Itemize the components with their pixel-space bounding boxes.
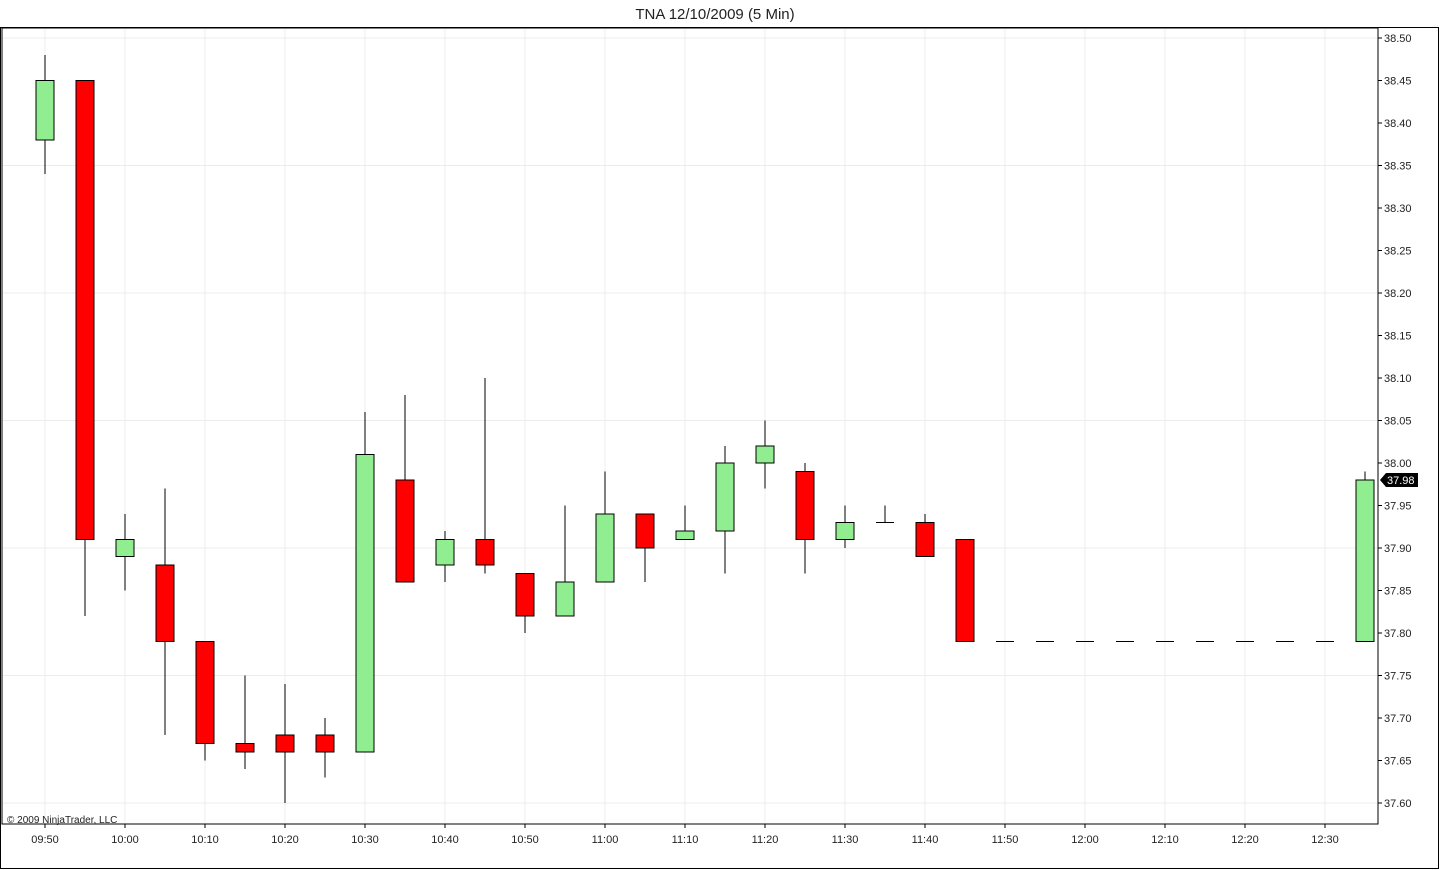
candle-body-down — [475, 539, 495, 566]
y-tick-label: 37.90 — [1384, 543, 1412, 555]
candle-body-up — [715, 462, 735, 532]
candle — [1355, 471, 1375, 642]
y-tick-label: 37.95 — [1384, 501, 1412, 513]
x-tick-label: 11:40 — [912, 834, 939, 846]
y-tick-label: 38.35 — [1384, 161, 1412, 173]
candle — [475, 378, 495, 574]
y-tick-label: 38.05 — [1384, 416, 1412, 428]
candle-body-down — [315, 734, 335, 753]
plot-area — [1, 27, 1379, 825]
candle-body-down — [795, 471, 815, 540]
candle — [355, 412, 375, 753]
x-tick-label: 12:10 — [1151, 834, 1179, 846]
candle-body-up — [355, 454, 375, 753]
candle-body-up — [1355, 479, 1375, 642]
y-tick-label: 38.25 — [1384, 246, 1412, 258]
y-tick-label: 38.15 — [1384, 331, 1412, 343]
last-price-label: 37.98 — [1387, 475, 1415, 487]
candle — [515, 573, 535, 633]
candle — [275, 684, 295, 803]
y-tick-label: 38.10 — [1384, 373, 1412, 385]
candle-body-down — [955, 539, 975, 642]
x-tick-label: 12:00 — [1071, 834, 1099, 846]
candle-body-down — [275, 734, 295, 753]
candle — [955, 539, 975, 642]
y-tick-label: 37.65 — [1384, 756, 1412, 768]
x-axis: 09:50 10:00 10:10 10:20 10:30 10:40 10:50 11:00… — [31, 824, 1339, 846]
candle — [915, 514, 935, 557]
candle — [315, 718, 335, 778]
x-tick-label: 10:40 — [431, 834, 459, 846]
candle-body-up — [35, 80, 55, 141]
candle-body-down — [195, 641, 215, 744]
candle-body-down — [235, 743, 255, 753]
y-tick-label: 38.20 — [1384, 288, 1412, 300]
candle-body-down — [75, 80, 95, 540]
y-tick-label: 37.75 — [1384, 671, 1412, 683]
candles — [35, 55, 1375, 803]
y-tick-label: 37.60 — [1384, 798, 1412, 810]
x-tick-label: 10:00 — [111, 834, 139, 846]
candle-body-up — [595, 513, 615, 583]
candle-body-down — [915, 522, 935, 557]
candle — [155, 488, 175, 735]
candle — [795, 463, 815, 574]
candle — [595, 471, 615, 583]
candle-body-down — [155, 564, 175, 642]
y-tick-label: 37.70 — [1384, 713, 1412, 725]
candle — [835, 505, 855, 548]
candle — [755, 420, 775, 489]
chart-title: TNA 12/10/2009 (5 Min) — [635, 6, 794, 23]
candle-body-up — [755, 445, 775, 464]
candle — [435, 531, 455, 582]
y-axis: 38.50 38.45 38.40 38.35 38.30 38.25 38.20 38.15… — [1378, 33, 1412, 810]
x-tick-label: 11:00 — [592, 834, 619, 846]
chart-border — [0, 27, 1439, 869]
y-tick-label: 38.00 — [1384, 458, 1412, 470]
y-tick-label: 37.85 — [1384, 586, 1412, 598]
y-tick-label: 37.80 — [1384, 628, 1412, 640]
copyright-notice: © 2009 NinjaTrader, LLC — [7, 815, 117, 826]
x-tick-label: 10:50 — [511, 834, 539, 846]
x-tick-label: 12:20 — [1231, 834, 1259, 846]
last-price-marker: 37.98 — [1380, 473, 1418, 487]
y-tick-label: 38.45 — [1384, 76, 1412, 88]
x-tick-label: 11:30 — [832, 834, 859, 846]
candle-body-up — [675, 530, 695, 540]
x-tick-label: 11:20 — [752, 834, 779, 846]
candle — [635, 513, 655, 582]
candle — [395, 395, 415, 583]
candle — [555, 505, 575, 617]
candle — [115, 514, 135, 591]
y-tick-label: 38.40 — [1384, 118, 1412, 130]
candle — [235, 675, 255, 769]
candle — [195, 641, 215, 761]
candle-body-down — [635, 513, 655, 549]
last-price-badge — [1380, 473, 1418, 487]
candle — [675, 505, 695, 540]
candle-body-up — [435, 539, 455, 566]
y-tick-label: 38.50 — [1384, 33, 1412, 45]
x-tick-label: 12:30 — [1311, 834, 1339, 846]
x-tick-label: 11:50 — [992, 834, 1019, 846]
x-tick-label: 10:30 — [351, 834, 379, 846]
candle — [75, 80, 95, 616]
candle — [715, 446, 735, 574]
candle-body-up — [115, 539, 135, 557]
x-tick-label: 09:50 — [31, 834, 59, 846]
x-tick-label: 10:20 — [271, 834, 299, 846]
candle-body-up — [555, 581, 575, 617]
y-tick-label: 38.30 — [1384, 203, 1412, 215]
x-tick-label: 11:10 — [672, 834, 699, 846]
candle-body-down — [395, 479, 415, 583]
candle — [35, 55, 55, 174]
candle-body-down — [515, 573, 535, 617]
candle — [876, 505, 894, 523]
candle-body-up — [835, 522, 855, 540]
x-tick-label: 10:10 — [191, 834, 219, 846]
